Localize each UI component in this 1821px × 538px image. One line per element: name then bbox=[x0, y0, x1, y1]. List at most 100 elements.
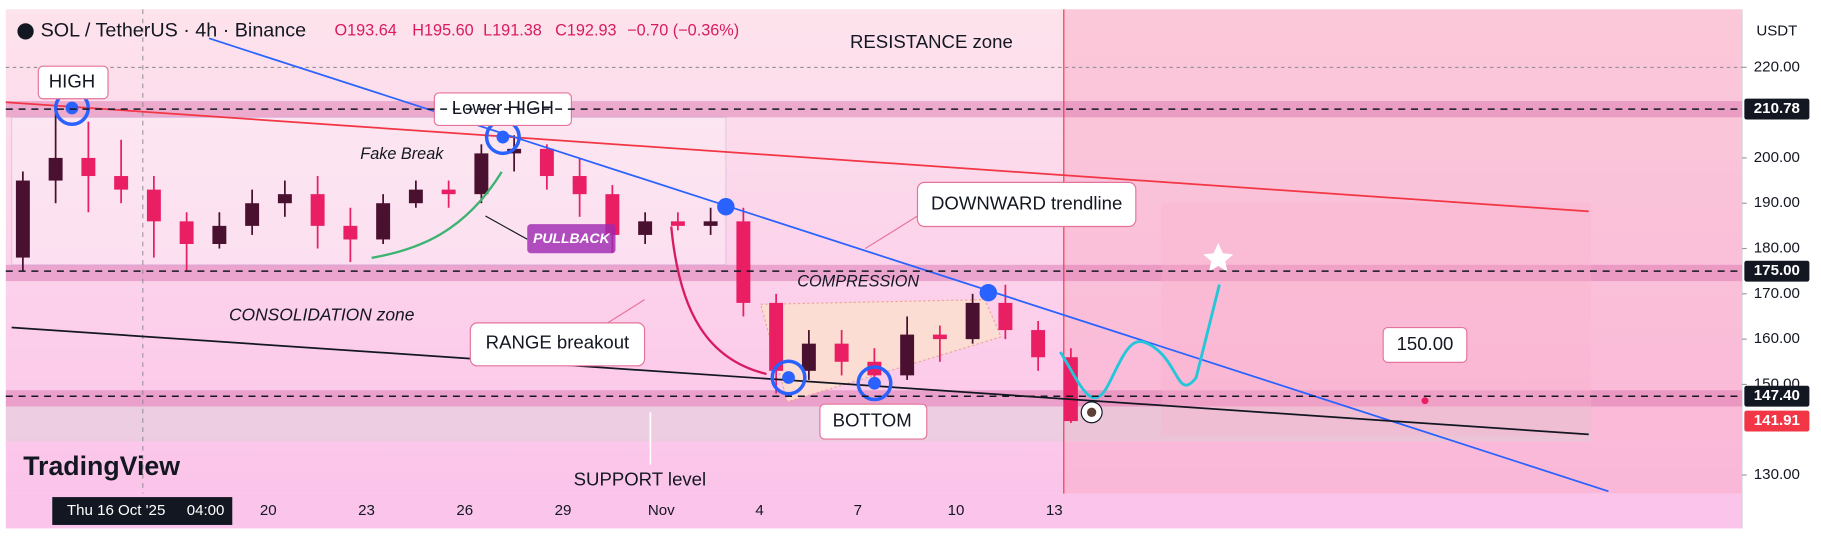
y-tick-label: 160.00 bbox=[1754, 330, 1800, 347]
pivot bbox=[65, 101, 79, 115]
candle-body bbox=[638, 221, 653, 235]
candle-body bbox=[277, 194, 292, 204]
x-tick-label: 10 bbox=[948, 502, 965, 519]
candle-body bbox=[801, 343, 816, 371]
support-trendline bbox=[11, 326, 1589, 436]
breakout-pointer bbox=[603, 299, 645, 326]
pivot bbox=[782, 371, 795, 384]
downward-pointer bbox=[864, 215, 918, 250]
price-label-box bbox=[1744, 98, 1810, 120]
annotation: CONSOLIDATION zone bbox=[229, 305, 415, 325]
candles bbox=[15, 105, 1078, 423]
candle-body bbox=[1063, 357, 1078, 422]
x-tick-label: Thu 16 Oct '25 bbox=[67, 502, 165, 519]
red-trendline bbox=[5, 101, 1589, 213]
candle-body bbox=[932, 334, 947, 340]
candle-body bbox=[15, 180, 30, 258]
price-label-box bbox=[1744, 385, 1810, 407]
currency: USDT bbox=[1756, 22, 1797, 39]
pivot bbox=[979, 283, 998, 302]
ohlc-value: C192.93 bbox=[555, 22, 616, 40]
chart-title: SOL / TetherUS · 4h · Binance bbox=[41, 20, 306, 42]
candle-body bbox=[441, 189, 456, 195]
symbol-icon bbox=[17, 23, 34, 40]
annotation: COMPRESSION bbox=[797, 273, 919, 291]
x-tick-label: Nov bbox=[648, 502, 675, 519]
candle-body bbox=[769, 302, 784, 371]
target-dot bbox=[1421, 397, 1429, 405]
breakout-arrow bbox=[670, 226, 767, 376]
x-tick-label: 20 bbox=[260, 502, 277, 519]
pivot-ring bbox=[770, 359, 807, 396]
x-tick-label: 23 bbox=[358, 502, 375, 519]
eye-pupil bbox=[1087, 407, 1097, 417]
y-tick-label: 170.00 bbox=[1754, 285, 1800, 302]
annotation: SUPPORT level bbox=[574, 469, 707, 490]
ohlc-legend: O193.64 H195.60 L191.38 C192.93 −0.70 (−0.36… bbox=[334, 22, 739, 40]
pivot bbox=[868, 376, 881, 390]
annotation: Fake Break bbox=[360, 145, 444, 163]
candle-body bbox=[507, 148, 522, 154]
pivot-ring bbox=[856, 365, 893, 402]
price-label: 141.91 bbox=[1754, 412, 1800, 429]
target-label: 150.00 bbox=[1397, 333, 1454, 354]
annotation-box bbox=[469, 322, 646, 367]
ohlc-value: L191.38 bbox=[483, 22, 542, 40]
projection-zone bbox=[1161, 203, 1592, 436]
x-tick-label: 4 bbox=[755, 502, 763, 519]
x-tick-label: 29 bbox=[555, 502, 572, 519]
y-tick-label: 220.00 bbox=[1754, 58, 1800, 75]
candle-body bbox=[245, 203, 260, 226]
candle-body bbox=[703, 221, 718, 226]
candle-body bbox=[900, 334, 915, 376]
price-label: 175.00 bbox=[1754, 262, 1800, 279]
candle-body bbox=[998, 302, 1013, 331]
ohlc-value: O193.64 bbox=[334, 22, 396, 40]
candle-body bbox=[539, 148, 554, 177]
annotation: HIGH bbox=[49, 70, 95, 91]
candle-body bbox=[834, 343, 849, 362]
future-zone bbox=[1063, 9, 1743, 494]
candle-body bbox=[474, 153, 489, 195]
annotation: Lower HIGH bbox=[452, 97, 554, 118]
candle-body bbox=[343, 225, 358, 240]
candle-body bbox=[736, 221, 751, 303]
pullback-arrow bbox=[371, 171, 503, 259]
consolidation-rect bbox=[11, 116, 727, 266]
target-star bbox=[1203, 242, 1234, 272]
price-label: 147.40 bbox=[1754, 387, 1800, 404]
crosshair-label-box bbox=[52, 497, 233, 525]
time-axis: Thu 16 Oct '25 04:00 20 23 26 29 Nov 4 7 10 13 bbox=[52, 497, 1063, 525]
support-fill bbox=[5, 406, 1592, 442]
candle-body bbox=[572, 176, 587, 195]
candle-body bbox=[376, 203, 391, 240]
time-axis-background bbox=[5, 493, 1743, 529]
pivot bbox=[717, 198, 735, 216]
candle-body bbox=[1031, 330, 1046, 358]
annotation-box bbox=[819, 403, 928, 440]
annotation-box bbox=[37, 65, 109, 100]
candle-body bbox=[965, 302, 980, 340]
candle-body bbox=[48, 157, 63, 181]
candle-body bbox=[310, 194, 325, 226]
x-tick-label: 13 bbox=[1046, 502, 1063, 519]
annotation-box bbox=[916, 181, 1137, 228]
pivot bbox=[496, 130, 510, 144]
logo: TradingView bbox=[23, 451, 180, 481]
ohlc-value: −0.70 (−0.36%) bbox=[627, 22, 739, 40]
x-tick-label: 04:00 bbox=[187, 502, 225, 519]
y-tick-label: 200.00 bbox=[1754, 149, 1800, 166]
x-tick-label: 26 bbox=[456, 502, 473, 519]
y-tick-label: 130.00 bbox=[1754, 466, 1800, 483]
candle-body bbox=[179, 221, 194, 244]
pullback-pointer bbox=[485, 215, 528, 240]
ohlc-value: H195.60 bbox=[412, 22, 473, 40]
candle-body bbox=[114, 176, 129, 190]
annotation: RANGE breakout bbox=[486, 332, 630, 353]
candle-body bbox=[212, 225, 227, 244]
candle-body bbox=[81, 157, 96, 177]
consolidation-band bbox=[5, 264, 1743, 282]
target-box bbox=[1382, 326, 1468, 363]
